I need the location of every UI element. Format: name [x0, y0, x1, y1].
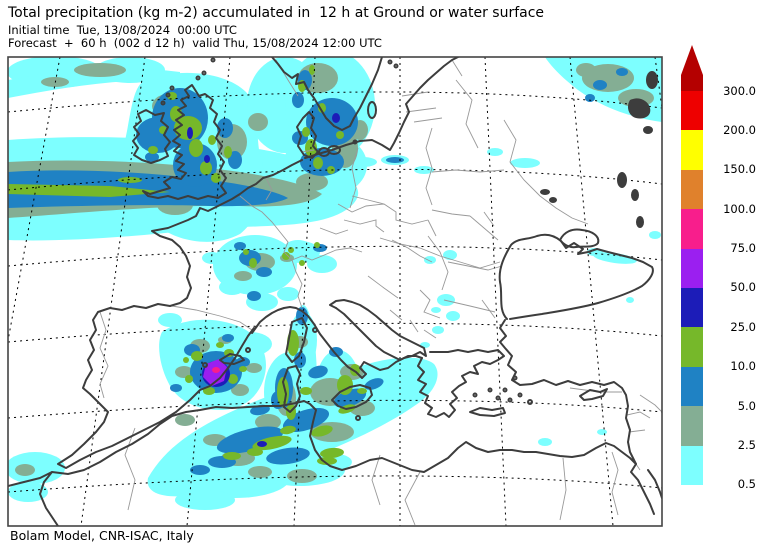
colorbar-cell: 75.0: [681, 209, 756, 253]
colorbar-cell: 0.5: [681, 445, 756, 490]
colorbar-tick-label: 2.5: [737, 437, 756, 452]
coastlines: [8, 57, 662, 526]
colorbar-cell: 5.0: [681, 366, 756, 411]
colorbar-cell: 200.0: [681, 91, 756, 135]
colorbar-tick-label: 75.0: [730, 240, 756, 255]
colorbar-cell: 2.5: [681, 406, 756, 450]
forecast-valid-label: Forecast + 60 h (002 d 12 h) valid Thu, …: [8, 36, 382, 50]
lakes: [540, 71, 658, 228]
precipitation-layer: [8, 57, 662, 510]
colorbar-tick-label: 10.0: [730, 358, 756, 373]
map-frame: [7, 56, 663, 527]
colorbar-tick-label: 150.0: [723, 162, 756, 177]
colorbar-arrow-icon: [681, 45, 703, 91]
colorbar-tick-label: 5.0: [737, 398, 756, 413]
colorbar-cell: 100.0: [681, 169, 756, 214]
page-title: Total precipitation (kg m-2) accumulated…: [8, 5, 545, 21]
colorbar-cell: 25.0: [681, 287, 756, 332]
colorbar-cell: 150.0: [681, 130, 756, 175]
colorbar-cell: 10.0: [681, 327, 756, 371]
graticule: [8, 57, 662, 526]
colorbar-arrow: 300.0: [681, 45, 756, 96]
colorbar-tick-label: 50.0: [730, 280, 756, 295]
colorbar-tick-label: 25.0: [730, 319, 756, 334]
footer-credit: Bolam Model, CNR-ISAC, Italy: [10, 528, 194, 543]
initial-time-label: Initial time Tue, 13/08/2024 00:00 UTC: [8, 23, 237, 37]
colorbar: 300.0 200.0 150.0 100.0 75.0 50.0 25.0 10.0 5.0 2…: [681, 45, 756, 490]
colorbar-tick-label: 200.0: [723, 122, 756, 137]
colorbar-tick-label: 300.0: [723, 83, 756, 98]
colorbar-tick-label: 0.5: [737, 477, 756, 492]
colorbar-tick-label: 100.0: [723, 201, 756, 216]
colorbar-cell: 50.0: [681, 248, 756, 293]
